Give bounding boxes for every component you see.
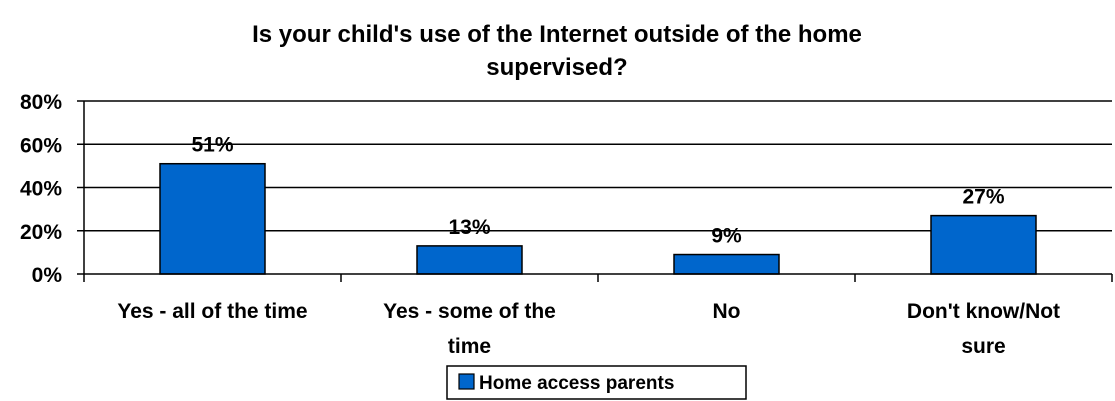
chart-title-line: supervised? — [486, 54, 627, 81]
data-label: 13% — [448, 216, 490, 239]
x-category-label: No — [713, 300, 741, 323]
bar — [416, 245, 523, 275]
x-axis-categories: Yes - all of the time Yes - some of the ti… — [117, 300, 1060, 358]
data-label: 9% — [711, 225, 742, 248]
y-tick-label: 0% — [32, 264, 63, 287]
legend: Home access parents — [446, 365, 747, 400]
x-category-label: Yes - all of the time — [117, 300, 307, 323]
bar — [159, 162, 266, 275]
x-category-label: time — [448, 335, 491, 358]
y-tick-label: 60% — [20, 134, 62, 157]
data-label: 27% — [962, 186, 1004, 209]
chart-title: Is your child's use of the Internet outs… — [252, 21, 862, 81]
legend-box — [446, 365, 747, 400]
data-label: 51% — [191, 134, 233, 157]
x-category-label: Don't know/Not — [907, 300, 1060, 323]
x-category-label: Yes - some of the — [383, 300, 556, 323]
y-tick-label: 40% — [20, 178, 62, 201]
bars — [159, 162, 1037, 275]
axes — [83, 101, 1113, 282]
legend-label: Home access parents — [479, 373, 674, 394]
y-tick-label: 80% — [20, 91, 62, 114]
x-category-label: sure — [961, 335, 1005, 358]
bar — [930, 214, 1037, 275]
bar — [673, 253, 780, 275]
chart-title-line: Is your child's use of the Internet outs… — [252, 21, 862, 48]
legend-swatch — [458, 373, 475, 390]
y-tick-label: 20% — [20, 221, 62, 244]
data-labels: 51% 13% 9% 27% — [191, 134, 1004, 248]
y-axis-ticks: 0% 20% 40% 60% 80% — [20, 91, 84, 287]
